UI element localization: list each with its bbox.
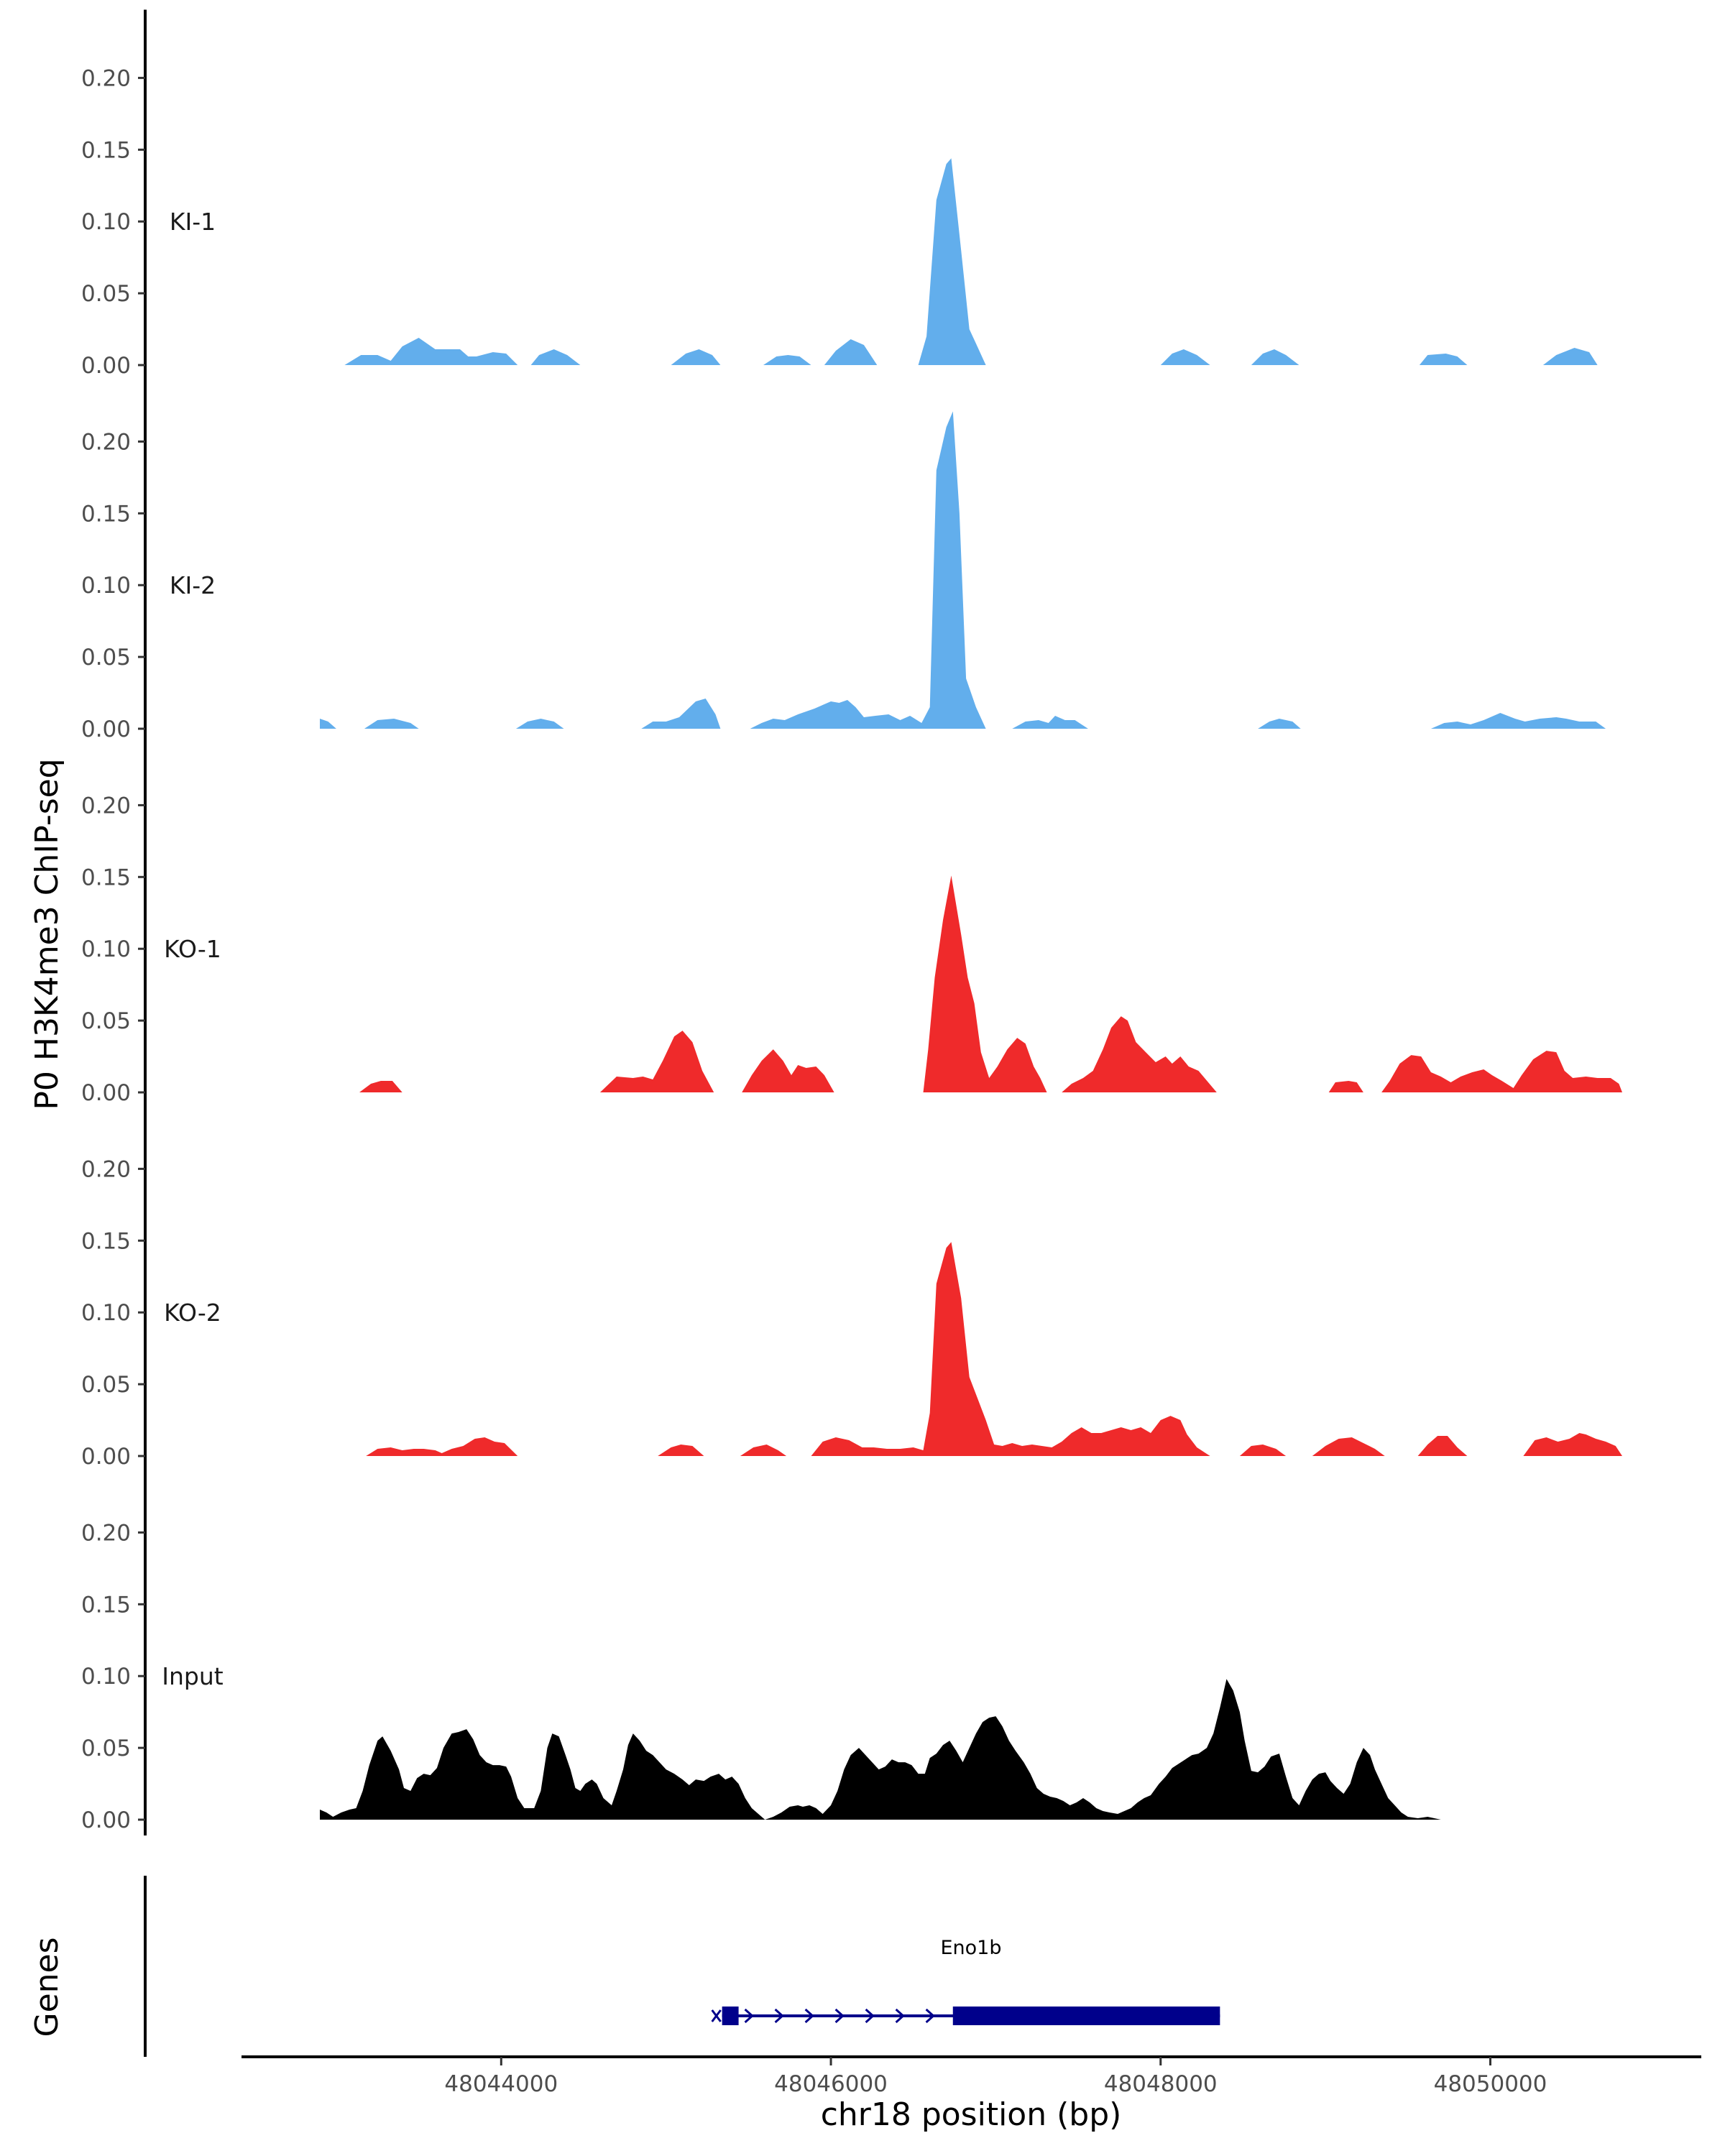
- y-tick-label: 0.20: [81, 429, 131, 455]
- gene-eno1b: Eno1b: [711, 1937, 1220, 2025]
- track-label: KO-1: [164, 935, 221, 963]
- x-axis-title: chr18 position (bp): [821, 2096, 1122, 2133]
- y-tick-label: 0.05: [81, 281, 131, 307]
- y-tick-label: 0.20: [81, 65, 131, 91]
- x-tick-label: 48048000: [1104, 2071, 1218, 2097]
- y-tick-label: 0.10: [81, 209, 131, 235]
- signal-area-ki-2: [320, 411, 1622, 729]
- y-tick-label: 0.10: [81, 1300, 131, 1326]
- track-label: KI-2: [170, 571, 216, 599]
- y-axis-title: P0 H3K4me3 ChIP-seq: [29, 758, 65, 1110]
- y-tick-label: 0.10: [81, 936, 131, 962]
- y-tick-label: 0.20: [81, 793, 131, 819]
- y-tick-label: 0.15: [81, 1592, 131, 1618]
- signal-tracks: 0.00 0.05 0.10 0.15 0.20 KI-1 0.00 0.05 0.10 0.15…: [81, 9, 1623, 1835]
- track-label: KI-1: [170, 208, 216, 236]
- genes-axis-title: Genes: [29, 1937, 65, 2037]
- y-tick-label: 0.10: [81, 573, 131, 599]
- y-tick-label: 0.00: [81, 1080, 131, 1106]
- genes-panel: Eno1b: [144, 1876, 1220, 2057]
- x-axis: 48044000 48046000 48048000 48050000: [242, 2055, 1701, 2097]
- y-tick-label: 0.20: [81, 1156, 131, 1182]
- y-tick-label: 0.05: [81, 1372, 131, 1398]
- track-ki-2: 0.00 0.05 0.10 0.15 0.20 KI-2: [81, 373, 1622, 745]
- x-tick-label: 48044000: [444, 2071, 558, 2097]
- signal-area-ko-2: [366, 1242, 1623, 1456]
- y-tick-label: 0.15: [81, 1228, 131, 1254]
- strand-arrow: [711, 2009, 722, 2022]
- gene-exon: [722, 2007, 739, 2025]
- strand-arrow: [834, 2008, 845, 2024]
- y-tick-label: 0.00: [81, 353, 131, 379]
- y-tick-label: 0.05: [81, 1008, 131, 1034]
- signal-area-input: [320, 1679, 1622, 1820]
- y-tick-label: 0.20: [81, 1520, 131, 1546]
- x-tick-label: 48046000: [774, 2071, 888, 2097]
- y-tick-label: 0.15: [81, 865, 131, 890]
- y-tick-label: 0.00: [81, 1807, 131, 1833]
- strand-arrow: [774, 2008, 784, 2024]
- y-tick-label: 0.05: [81, 645, 131, 671]
- track-ki-1: 0.00 0.05 0.10 0.15 0.20 KI-1: [81, 9, 1622, 381]
- strand-arrow: [804, 2008, 814, 2024]
- signal-area-ko-1: [359, 875, 1622, 1092]
- gene-name-label: Eno1b: [940, 1937, 1001, 1959]
- strand-arrow: [865, 2008, 875, 2024]
- y-tick-label: 0.15: [81, 137, 131, 163]
- track-input: 0.00 0.05 0.10 0.15 0.20 Input: [81, 1464, 1622, 1835]
- track-ko-1: 0.00 0.05 0.10 0.15 0.20 KO-1: [81, 737, 1622, 1108]
- y-tick-label: 0.00: [81, 717, 131, 742]
- strand-arrow: [925, 2008, 935, 2024]
- y-tick-label: 0.10: [81, 1664, 131, 1690]
- y-tick-label: 0.00: [81, 1444, 131, 1470]
- x-tick-label: 48050000: [1434, 2071, 1547, 2097]
- strand-arrow: [744, 2008, 754, 2024]
- strand-arrow: [895, 2008, 905, 2024]
- track-label: Input: [162, 1662, 224, 1690]
- track-label: KO-2: [164, 1299, 221, 1327]
- y-tick-label: 0.15: [81, 501, 131, 527]
- y-tick-label: 0.05: [81, 1736, 131, 1761]
- gene-exon: [952, 2007, 1220, 2025]
- track-ko-2: 0.00 0.05 0.10 0.15 0.20 KO-2: [81, 1100, 1623, 1472]
- signal-area-ki-1: [344, 158, 1622, 366]
